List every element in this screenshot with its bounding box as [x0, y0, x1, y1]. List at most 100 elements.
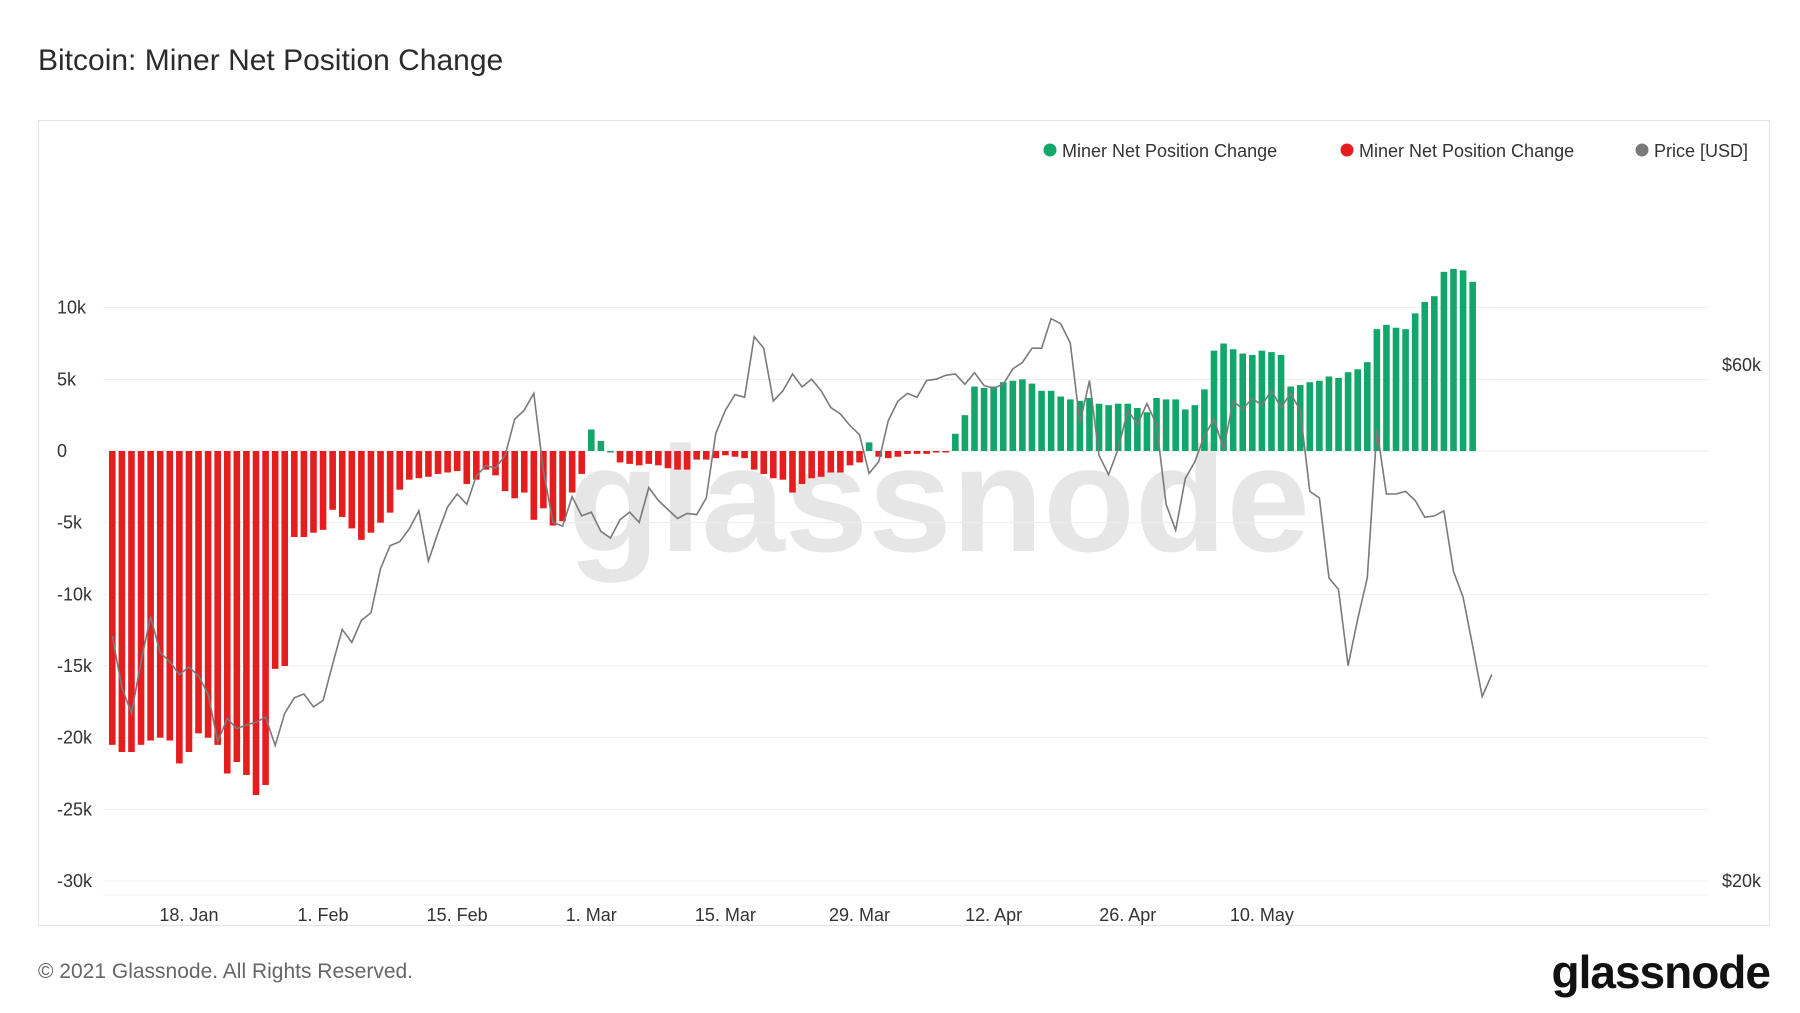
bar	[319, 451, 327, 530]
bar	[1172, 399, 1179, 451]
bar	[683, 451, 691, 470]
bar	[1105, 405, 1112, 451]
bar	[607, 451, 614, 453]
bar	[386, 451, 394, 513]
bars-group	[109, 268, 1476, 795]
bar	[1373, 329, 1381, 451]
bar	[1095, 403, 1103, 451]
x-tick-label: 1. Feb	[298, 905, 349, 925]
bar	[1354, 369, 1361, 451]
bar	[635, 451, 643, 466]
bar	[214, 451, 221, 745]
bar	[492, 451, 499, 476]
bar	[185, 451, 193, 752]
bar	[923, 451, 930, 454]
bar	[530, 451, 538, 520]
bar	[1162, 399, 1170, 451]
bar	[741, 451, 748, 459]
x-tick-label: 1. Mar	[566, 905, 617, 925]
bar	[1067, 399, 1074, 451]
x-tick-label: 18. Jan	[159, 905, 218, 925]
bar	[731, 451, 739, 457]
glassnode-logo: glassnode	[1551, 946, 1771, 998]
bar	[1191, 405, 1199, 451]
bar	[166, 451, 174, 741]
y2-tick-label: $60k	[1722, 355, 1762, 375]
bar	[1383, 324, 1390, 451]
legend-label: Price [USD]	[1654, 141, 1748, 161]
bar	[712, 451, 720, 459]
y-tick-label: -15k	[57, 656, 93, 676]
bar	[1469, 281, 1476, 451]
bar	[501, 451, 509, 492]
bar	[1009, 380, 1017, 451]
bar	[1124, 403, 1132, 451]
bar	[291, 451, 298, 537]
bar	[1143, 412, 1151, 451]
bar	[971, 386, 978, 451]
bar	[1268, 352, 1275, 451]
bar	[616, 451, 624, 463]
x-tick-label: 29. Mar	[829, 905, 890, 925]
bar	[655, 451, 662, 466]
bar	[1019, 379, 1026, 451]
watermark: glassnode	[568, 415, 1310, 583]
bar	[980, 387, 988, 451]
bar	[1316, 380, 1323, 451]
bar	[1076, 400, 1084, 451]
bar	[281, 451, 289, 666]
bar	[932, 451, 940, 453]
bar	[1057, 396, 1065, 451]
bar	[271, 451, 279, 669]
bar	[473, 451, 480, 480]
bar	[243, 451, 250, 775]
bar	[990, 386, 997, 451]
x-tick-label: 15. Mar	[695, 905, 756, 925]
bar	[176, 451, 183, 764]
bar	[999, 382, 1007, 451]
bar	[865, 442, 873, 451]
bar	[338, 451, 346, 517]
bar	[1114, 403, 1122, 451]
bar	[348, 451, 356, 529]
bar	[549, 451, 557, 526]
y-tick-label: -25k	[57, 799, 93, 819]
y2-tick-label: $20k	[1722, 871, 1762, 891]
bar	[789, 451, 796, 493]
bar	[444, 451, 451, 473]
bar	[118, 451, 126, 752]
bar	[760, 451, 768, 474]
bar	[875, 451, 882, 457]
bar	[1421, 301, 1429, 451]
y-tick-label: -20k	[57, 728, 93, 748]
bar	[961, 415, 969, 451]
bar	[540, 451, 547, 509]
bar	[645, 451, 653, 464]
left-axis: 10k 5k 0 -5k -10k -15k -20k -25k -30k	[57, 298, 93, 891]
price-line-group	[111, 317, 1493, 749]
bar	[1431, 296, 1438, 451]
x-tick-label: 10. May	[1230, 905, 1294, 925]
y-tick-label: 5k	[57, 369, 77, 389]
bar	[520, 451, 528, 493]
bar	[1335, 377, 1342, 451]
bar	[109, 451, 116, 745]
bar	[405, 451, 413, 480]
chart-svg: glassnode 10k5k0-5k-10k-15k-20k-25k-30k …	[57, 141, 1762, 925]
bar	[147, 451, 154, 741]
legend-label: Miner Net Position Change	[1062, 141, 1277, 161]
bar	[942, 451, 950, 453]
bar	[425, 451, 432, 477]
bar	[808, 451, 815, 479]
bar	[137, 451, 145, 745]
bar	[674, 451, 681, 470]
bar	[329, 451, 336, 510]
bar	[798, 451, 806, 484]
bar	[702, 451, 710, 460]
bar	[846, 451, 854, 466]
bar	[750, 451, 758, 470]
bar	[1287, 386, 1294, 451]
bar	[1440, 271, 1448, 451]
footer-copyright: © 2021 Glassnode. All Rights Reserved.	[38, 960, 414, 983]
bar	[597, 440, 605, 451]
